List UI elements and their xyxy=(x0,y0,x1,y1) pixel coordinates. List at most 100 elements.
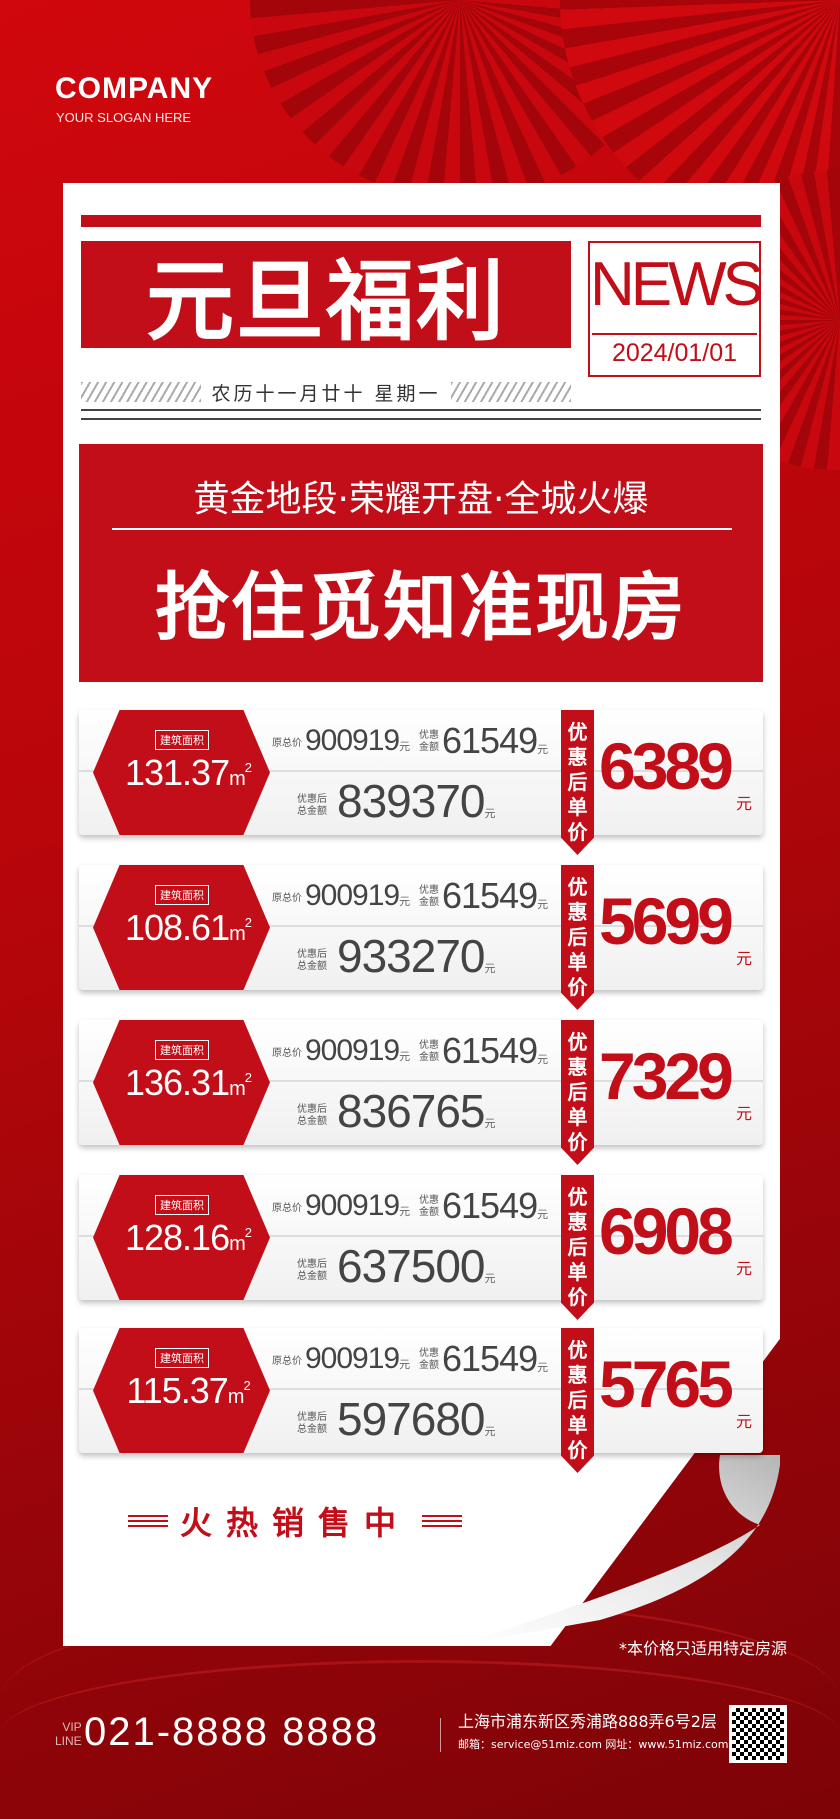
original-total-value: 900919 xyxy=(305,879,400,912)
after-total: 933270元 xyxy=(337,929,496,983)
area-number: 131.37 xyxy=(124,752,230,793)
area-label: 建筑面积 xyxy=(155,1348,209,1368)
after-total-label: 优惠后 总金额 xyxy=(297,794,327,818)
listing-card: 建筑面积 136.31m2 原总价 900919元 优惠 金额 61549元 优惠… xyxy=(79,1020,763,1165)
unit-price: 5765 xyxy=(599,1347,734,1421)
original-total-label: 原总价 xyxy=(272,893,302,904)
area-unit: m xyxy=(229,923,246,945)
divider xyxy=(592,333,757,335)
after-total: 839370元 xyxy=(337,774,496,828)
divider xyxy=(79,1235,763,1237)
discount-label-line: 金额 xyxy=(419,1052,439,1063)
phone-number[interactable]: 021-8888 8888 xyxy=(84,1710,380,1754)
address: 上海市浦东新区秀浦路888弄6号2层 xyxy=(458,1712,717,1731)
area-number: 108.61 xyxy=(124,907,230,948)
discount: 61549元 xyxy=(442,720,548,762)
top-bar xyxy=(81,215,761,227)
line-label: LINE xyxy=(55,1734,82,1748)
listing-card: 建筑面积 108.61m2 原总价 900919元 优惠 金额 61549元 优惠… xyxy=(79,865,763,1010)
unit-price-ribbon: 优惠后单价 xyxy=(561,1175,594,1320)
discount-label-line: 金额 xyxy=(419,742,439,753)
discount-label: 优惠 金额 xyxy=(419,1195,439,1219)
discount-label-line: 金额 xyxy=(419,1207,439,1218)
after-label-line: 优惠后 xyxy=(297,794,327,805)
discount: 61549元 xyxy=(442,1030,548,1072)
yuan-unit: 元 xyxy=(399,896,411,908)
after-label-line: 总金额 xyxy=(297,1116,327,1127)
area-label: 建筑面积 xyxy=(155,885,209,905)
after-total-value: 597680 xyxy=(337,1393,485,1445)
after-total-label: 优惠后 总金额 xyxy=(297,1259,327,1283)
discount: 61549元 xyxy=(442,875,548,917)
divider xyxy=(79,1080,763,1082)
yuan-unit: 元 xyxy=(537,1209,549,1221)
area-unit: m xyxy=(229,1233,246,1255)
area-number: 115.37 xyxy=(126,1370,228,1411)
after-label-line: 总金额 xyxy=(297,1271,327,1282)
discount-label: 优惠 金额 xyxy=(419,730,439,754)
original-total: 900919元 xyxy=(305,724,410,758)
unit-price: 6389 xyxy=(599,729,734,803)
vip-label: VIP xyxy=(62,1720,82,1734)
yuan-unit: 元 xyxy=(537,1362,549,1374)
after-label-line: 优惠后 xyxy=(297,1259,327,1270)
discount-label-line: 优惠 xyxy=(419,1040,439,1051)
area-unit: m xyxy=(227,1386,245,1408)
company-logo: COMPANY xyxy=(55,72,214,105)
yuan-unit: 元 xyxy=(537,744,549,756)
area-unit-sup: 2 xyxy=(244,1070,252,1085)
discount-label: 优惠 金额 xyxy=(419,885,439,909)
original-total: 900919元 xyxy=(305,1189,410,1223)
listing-card: 建筑面积 128.16m2 原总价 900919元 优惠 金额 61549元 优惠… xyxy=(79,1175,763,1320)
after-total-value: 637500 xyxy=(337,1240,485,1292)
unit-price: 6908 xyxy=(599,1194,734,1268)
news-label: NEWS xyxy=(590,250,764,319)
original-total: 900919元 xyxy=(305,879,410,913)
original-total: 900919元 xyxy=(305,1034,410,1068)
yuan-unit: 元 xyxy=(399,1051,411,1063)
yuan-unit: 元 xyxy=(484,963,496,975)
swirl-decoration xyxy=(0,1660,840,1810)
after-total-value: 839370 xyxy=(337,775,485,827)
area-unit: m xyxy=(229,1078,246,1100)
area-hexagon: 建筑面积 115.37m2 xyxy=(93,1328,270,1453)
dash-decoration xyxy=(127,1515,168,1527)
ribbon-label: 优惠后单价 xyxy=(567,720,588,844)
contact-info[interactable]: 邮箱：service@51miz.com 网址：www.51miz.com xyxy=(458,1738,729,1751)
yuan-unit: 元 xyxy=(484,1118,496,1130)
divider xyxy=(79,1388,763,1390)
banner-headline: 抢住觅知准现房 xyxy=(155,565,687,651)
lunar-row: 农历十一月廿十 星期一 xyxy=(81,380,572,405)
after-total-label: 优惠后 总金额 xyxy=(297,1104,327,1128)
unit-price: 5699 xyxy=(599,884,734,958)
yuan-unit: 元 xyxy=(736,949,753,968)
divider xyxy=(81,409,761,411)
discount-value: 61549 xyxy=(442,720,538,761)
area-value: 131.37m2 xyxy=(113,752,263,794)
listing-card: 建筑面积 131.37m2 原总价 900919元 优惠 金额 61549元 优惠… xyxy=(79,710,763,855)
area-unit-sup: 2 xyxy=(244,915,252,930)
area-label: 建筑面积 xyxy=(155,730,209,750)
discount: 61549元 xyxy=(442,1185,548,1227)
after-label-line: 优惠后 xyxy=(297,1412,327,1423)
discount-label-line: 优惠 xyxy=(419,730,439,741)
area-value: 115.37m2 xyxy=(113,1370,263,1412)
yuan-unit: 元 xyxy=(537,899,549,911)
yuan-unit: 元 xyxy=(736,1104,753,1123)
after-label-line: 总金额 xyxy=(297,806,327,817)
selling-text: 火热销售中 xyxy=(179,1504,410,1542)
page-curl xyxy=(460,1455,780,1645)
area-unit-sup: 2 xyxy=(244,760,252,775)
original-total-label: 原总价 xyxy=(272,1356,302,1367)
banner xyxy=(79,444,763,682)
original-total-label: 原总价 xyxy=(272,738,302,749)
listing-card: 建筑面积 115.37m2 原总价 900919元 优惠 金额 61549元 优惠… xyxy=(79,1328,763,1473)
discount-value: 61549 xyxy=(442,875,538,916)
after-total: 637500元 xyxy=(337,1239,496,1293)
divider xyxy=(112,528,732,530)
area-unit: m xyxy=(229,768,246,790)
after-label-line: 总金额 xyxy=(297,961,327,972)
yuan-unit: 元 xyxy=(736,1259,753,1278)
area-unit-sup: 2 xyxy=(243,1378,250,1393)
original-total-value: 900919 xyxy=(305,1189,400,1222)
